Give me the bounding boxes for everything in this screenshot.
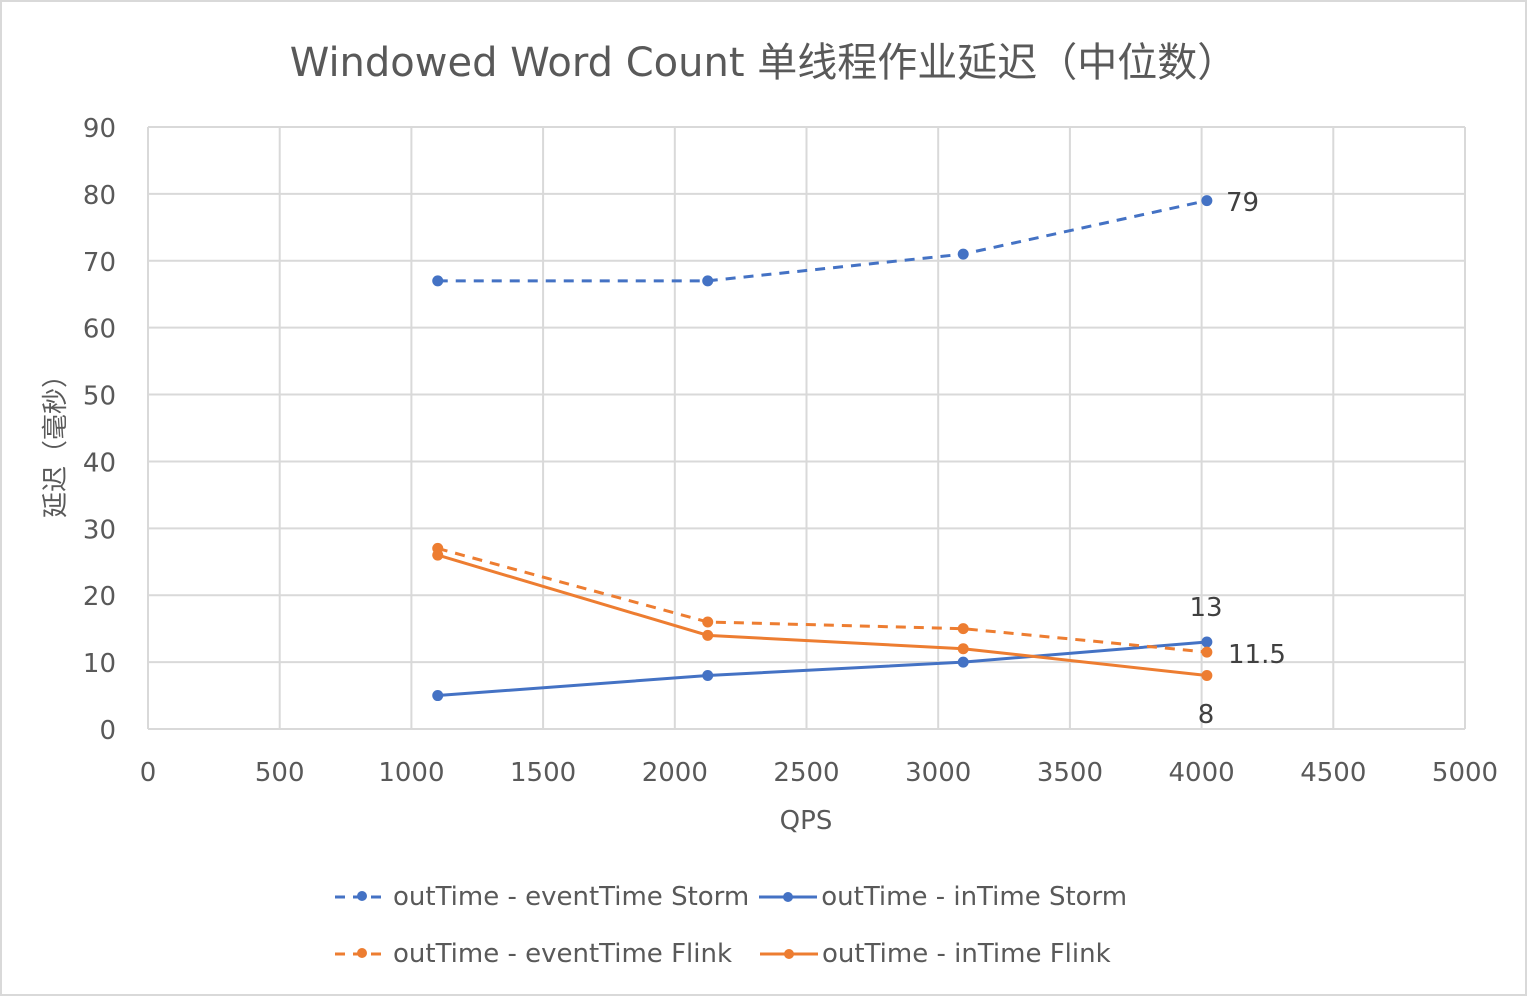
x-axis-title: QPS [780,806,833,836]
x-tick-label: 3500 [1037,758,1103,788]
data-point-marker[interactable] [957,623,969,635]
x-axis-ticks: 0 500 1000 1500 2000 2500 3000 3500 4000 4500 5000 [140,758,1498,788]
legend-label: outTime - eventTime Storm [393,882,750,912]
data-label-flink-in: 8 [1198,700,1215,730]
data-point-marker[interactable] [1201,669,1213,681]
x-tick-label: 3000 [905,758,971,788]
data-series [432,195,1213,702]
data-point-marker[interactable] [432,690,444,702]
x-tick-label: 1500 [510,758,576,788]
data-label-flink-event: 11.5 [1228,640,1286,670]
x-tick-label: 500 [255,758,305,788]
y-tick-label: 0 [99,716,116,746]
x-tick-label: 4000 [1169,758,1235,788]
data-point-marker[interactable] [957,656,969,668]
y-tick-label: 60 [83,315,116,345]
data-label-storm-in: 13 [1189,593,1222,623]
legend-label: outTime - eventTime Flink [393,939,733,969]
y-tick-label: 50 [83,382,116,412]
solid-line-marker-icon [760,949,819,959]
plot-area: 0 10 20 30 40 50 60 70 80 90 0 500 1000 1500 2000 2500… [41,114,1498,836]
data-point-marker[interactable] [702,616,714,628]
series-line [432,549,1213,681]
legend-item-flink-eventtime[interactable]: outTime - eventTime Flink [333,939,732,969]
y-tick-label: 70 [83,248,116,278]
data-point-marker[interactable] [702,669,714,681]
y-axis-title: 延迟（毫秒） [41,362,71,518]
y-tick-label: 30 [83,515,116,545]
series-line [432,636,1213,702]
y-axis-ticks: 0 10 20 30 40 50 60 70 80 90 [83,114,116,746]
solid-line-marker-icon [759,892,818,902]
data-point-marker[interactable] [702,275,714,287]
x-tick-label: 5000 [1432,758,1498,788]
legend-label: outTime - inTime Storm [821,882,1128,912]
data-labels: 79 13 11.5 8 [1189,188,1285,730]
data-point-marker[interactable] [702,629,714,641]
data-point-marker[interactable] [432,549,444,561]
x-tick-label: 2000 [642,758,708,788]
legend-item-storm-intime[interactable]: outTime - inTime Storm [757,882,1127,912]
legend-label: outTime - inTime Flink [822,939,1111,969]
legend-item-storm-eventtime[interactable]: outTime - eventTime Storm [333,882,749,912]
legend-item-flink-intime[interactable]: outTime - inTime Flink [758,939,1111,969]
y-tick-label: 90 [83,114,116,144]
y-tick-label: 10 [83,649,116,679]
data-point-marker[interactable] [1201,195,1213,207]
y-tick-label: 40 [83,448,116,478]
x-tick-label: 0 [140,758,157,788]
chart-title: Windowed Word Count 单线程作业延迟（中位数） [289,40,1238,86]
dashed-line-marker-icon [335,891,389,901]
y-tick-label: 20 [83,582,116,612]
y-tick-label: 80 [83,181,116,211]
data-point-marker[interactable] [957,643,969,655]
data-point-marker[interactable] [432,275,444,287]
series-line [432,195,1213,287]
x-tick-label: 2500 [773,758,839,788]
gridlines [147,126,1466,730]
x-tick-label: 1000 [378,758,444,788]
data-point-marker[interactable] [957,248,969,260]
data-point-marker[interactable] [1201,646,1213,658]
data-label-storm-event: 79 [1226,188,1259,218]
x-tick-label: 4500 [1300,758,1366,788]
dashed-line-marker-icon [335,948,389,958]
data-point-marker[interactable] [1201,636,1213,648]
